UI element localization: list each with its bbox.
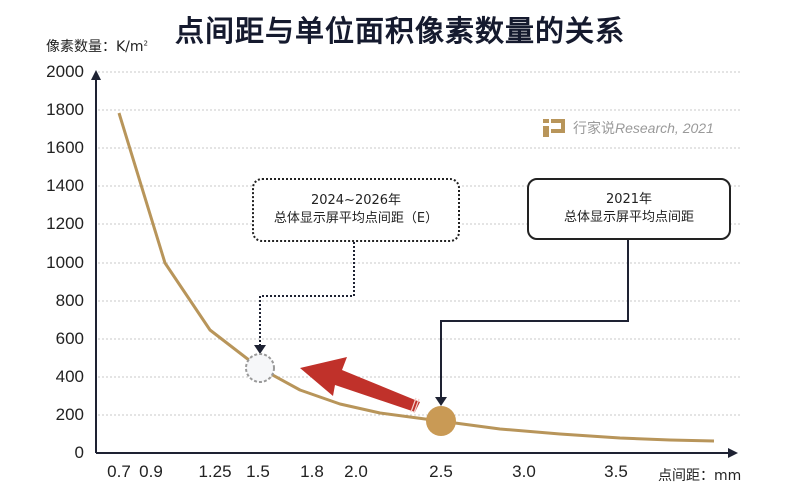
forecast-connector [259, 238, 355, 345]
y-tick: 400 [55, 367, 84, 386]
y-tick: 800 [55, 291, 84, 310]
x-tick: 1.25 [198, 462, 232, 481]
data-curve [117, 112, 715, 443]
x-tick: 3.0 [512, 462, 536, 481]
y-tick: 1400 [46, 176, 84, 195]
chart-title: 点间距与单位面积像素数量的关系 [174, 14, 625, 48]
y-tick: 600 [55, 329, 84, 348]
current-connector [440, 236, 629, 397]
x-tick: 1.8 [300, 462, 324, 481]
x-tick: 1.5 [246, 462, 270, 481]
current-point [426, 406, 456, 436]
watermark: 行家说Research, 2021 [543, 118, 714, 138]
y-tick: 200 [55, 405, 84, 424]
y-tick: 1600 [46, 138, 84, 157]
x-axis-arrow-icon [728, 448, 738, 458]
x-tick: 3.5 [604, 462, 628, 481]
x-tick: 2.0 [344, 462, 368, 481]
y-tick: 0 [74, 443, 84, 462]
y-tick: 1200 [46, 214, 84, 233]
x-axis-label: 点间距：mm [658, 468, 742, 484]
trend-arrow-icon [300, 357, 420, 414]
current-arrowhead-icon [435, 397, 447, 406]
forecast-point [245, 353, 275, 383]
y-tick: 1000 [46, 253, 84, 272]
x-tick: 2.5 [429, 462, 453, 481]
y-axis-arrow-icon [91, 70, 101, 80]
y-tick: 1800 [46, 100, 84, 119]
brand-logo-icon [543, 119, 565, 137]
forecast-annotation-box: 2024~2026年 总体显示屏平均点间距（E） [252, 178, 460, 242]
x-tick: 0.9 [139, 462, 163, 481]
y-axis-label: 像素数量：K/m2 [46, 39, 149, 55]
current-annotation-box: 2021年 总体显示屏平均点间距 [527, 178, 731, 240]
forecast-arrowhead-icon [254, 345, 266, 354]
x-tick: 0.7 [107, 462, 131, 481]
y-tick: 2000 [46, 62, 84, 81]
